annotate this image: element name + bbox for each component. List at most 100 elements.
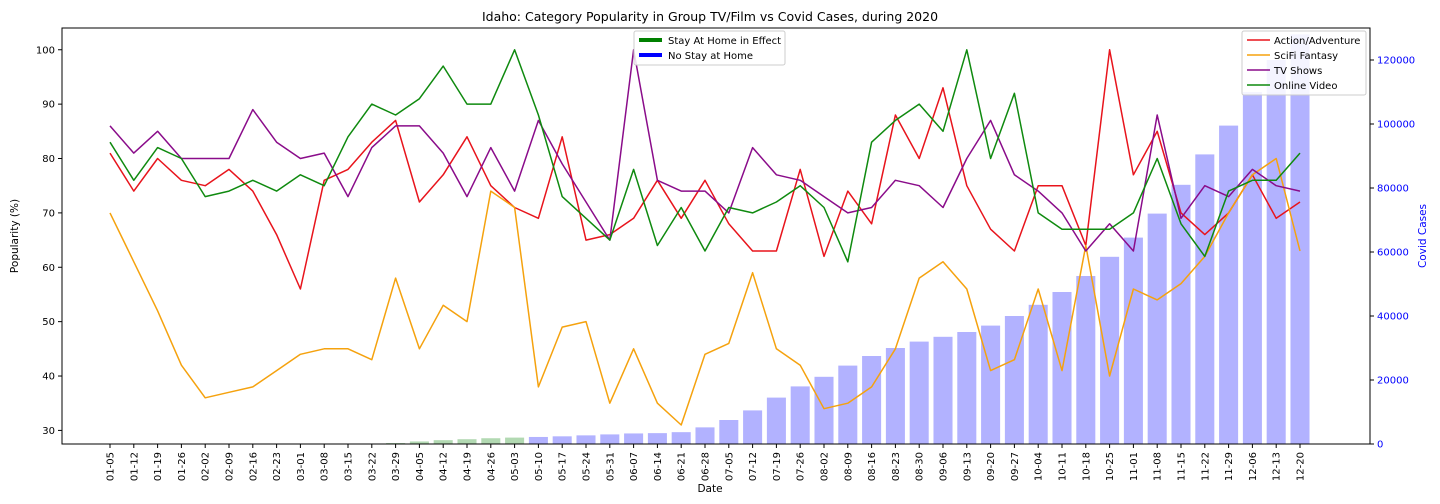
x-tick-label: 06-21 <box>677 452 688 481</box>
x-tick-label: 07-26 <box>796 452 807 481</box>
x-tick-label: 10-11 <box>1058 452 1069 481</box>
x-tick-label: 10-04 <box>1034 452 1045 481</box>
covid-bar <box>1290 34 1310 445</box>
y-tick-label: 60 <box>42 263 55 274</box>
covid-bar <box>409 441 429 444</box>
covid-bar <box>1219 125 1239 444</box>
x-tick-label: 05-31 <box>605 452 616 481</box>
y2-tick-label: 60000 <box>1377 248 1409 259</box>
x-tick-label: 02-16 <box>248 452 259 481</box>
covid-bar <box>1100 256 1120 444</box>
legend-label: TV Shows <box>1273 66 1322 77</box>
x-tick-label: 07-19 <box>772 452 783 481</box>
x-tick-label: 01-26 <box>177 452 188 481</box>
covid-bar <box>1147 213 1167 444</box>
x-tick-label: 06-07 <box>629 452 640 481</box>
covid-bar <box>576 435 596 444</box>
x-tick-label: 12-13 <box>1272 452 1283 481</box>
x-tick-label: 04-19 <box>463 452 474 481</box>
x-tick-label: 01-19 <box>153 452 164 481</box>
covid-bar <box>743 410 763 444</box>
covid-bar <box>1242 92 1262 444</box>
covid-bar <box>505 437 525 444</box>
series-line-scifi-fantasy <box>109 157 1301 426</box>
x-tick-label: 09-20 <box>986 452 997 481</box>
y-tick-label: 30 <box>42 426 55 437</box>
x-tick-label: 02-02 <box>201 452 212 481</box>
y-tick-label: 90 <box>42 100 55 111</box>
covid-bar <box>647 433 667 444</box>
covid-bar <box>1076 276 1096 444</box>
x-tick-label: 11-01 <box>1129 452 1140 481</box>
covid-bar <box>671 432 691 444</box>
y-tick-label: 100 <box>36 45 55 56</box>
y2-tick-label: 80000 <box>1377 184 1409 195</box>
x-tick-label: 10-25 <box>1105 452 1116 481</box>
y-axis-right: 0 20000 40000 60000 80000 100000 120000 <box>1370 56 1415 451</box>
covid-bar <box>862 356 882 444</box>
covid-bar <box>933 336 953 444</box>
legend-label-stay-home: Stay At Home in Effect <box>668 36 781 47</box>
covid-bar <box>528 436 548 444</box>
covid-bar <box>552 436 572 444</box>
bars-layer <box>362 34 1310 445</box>
y-tick-label: 50 <box>42 317 55 328</box>
x-tick-label: 11-22 <box>1200 452 1211 481</box>
series-line-online-video <box>109 49 1301 263</box>
covid-bar <box>1123 237 1143 444</box>
x-tick-label: 12-20 <box>1296 452 1307 481</box>
series-line-tv-shows <box>109 49 1301 252</box>
x-tick-label: 08-23 <box>891 452 902 481</box>
x-axis-label: Date <box>697 483 722 495</box>
x-tick-label: 08-09 <box>843 452 854 481</box>
y2-tick-label: 120000 <box>1377 56 1415 67</box>
y-axis-label: Popularity (%) <box>9 199 21 273</box>
x-tick-label: 02-09 <box>225 452 236 481</box>
x-tick-label: 04-05 <box>415 452 426 481</box>
x-tick-label: 07-05 <box>724 452 735 481</box>
legend-label: SciFi Fantasy <box>1274 51 1338 62</box>
covid-bar <box>1171 184 1191 445</box>
y-tick-label: 70 <box>42 208 55 219</box>
x-tick-label: 04-26 <box>486 452 497 481</box>
x-tick-label: 08-30 <box>915 452 926 481</box>
covid-bar <box>1028 304 1048 444</box>
x-tick-label: 10-18 <box>1081 452 1092 481</box>
covid-bar <box>814 376 834 444</box>
x-tick-label: 06-14 <box>653 452 664 481</box>
covid-bar <box>600 434 620 444</box>
x-tick-label: 03-29 <box>391 452 402 481</box>
legend-label-no-stay-home: No Stay at Home <box>668 51 753 62</box>
chart-title: Idaho: Category Popularity in Group TV/F… <box>482 9 938 24</box>
x-tick-label: 07-12 <box>748 452 759 481</box>
series-line-action-adventure <box>109 49 1301 290</box>
x-tick-label: 05-10 <box>534 452 545 481</box>
lines-layer <box>109 49 1301 426</box>
covid-bar <box>790 386 810 444</box>
covid-bar <box>481 438 501 444</box>
covid-bar <box>957 332 977 444</box>
x-tick-label: 06-28 <box>701 452 712 481</box>
x-tick-label: 09-27 <box>1010 452 1021 481</box>
y2-tick-label: 40000 <box>1377 312 1409 323</box>
x-tick-label: 01-05 <box>106 452 117 481</box>
y-tick-label: 40 <box>42 372 55 383</box>
covid-bar <box>695 427 715 444</box>
legend-label: Action/Adventure <box>1274 36 1360 47</box>
covid-bar <box>1266 60 1286 444</box>
legend-stay-home: Stay At Home in Effect No Stay at Home <box>633 30 786 66</box>
x-tick-label: 03-08 <box>320 452 331 481</box>
x-tick-label: 11-29 <box>1224 452 1235 481</box>
y2-tick-label: 20000 <box>1377 376 1409 387</box>
y-tick-label: 80 <box>42 154 55 165</box>
covid-bar <box>624 433 644 444</box>
x-tick-label: 12-06 <box>1248 452 1259 481</box>
covid-bar <box>909 341 929 444</box>
x-tick-label: 11-15 <box>1177 452 1188 481</box>
y2-axis-label: Covid Cases <box>1417 204 1429 268</box>
x-tick-label: 08-02 <box>820 452 831 481</box>
covid-bar <box>1195 154 1215 444</box>
covid-bar <box>433 440 453 444</box>
y-axis-left: 30 40 50 60 70 80 90 100 <box>36 45 62 437</box>
